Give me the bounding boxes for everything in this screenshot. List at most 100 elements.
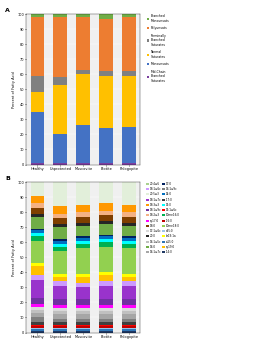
Bar [76,238,90,241]
Bar [122,76,136,127]
Bar [31,233,44,236]
Bar [76,312,90,314]
Bar [99,19,113,71]
Bar [76,283,90,287]
Bar [76,274,90,277]
Bar [99,331,113,332]
Bar [31,307,44,310]
Bar [99,281,113,286]
Bar [54,331,67,332]
Bar [99,275,113,281]
Bar [122,329,136,331]
Bar [122,244,136,248]
Bar [99,221,113,224]
Bar [76,163,90,164]
Bar [54,163,67,164]
Bar [54,319,67,322]
Bar [31,214,44,217]
Bar [122,274,136,277]
Bar [31,76,44,92]
Bar [122,314,136,319]
Bar [54,214,67,218]
Bar [31,203,44,208]
Bar [76,244,90,248]
Bar [122,217,136,223]
Bar [99,325,113,327]
Bar [99,328,113,329]
Bar [99,14,113,19]
Bar [31,14,44,17]
Bar [76,306,90,308]
Bar [31,266,44,275]
Bar [122,163,136,164]
Bar [99,329,113,331]
Bar [54,241,67,244]
Bar [99,174,113,177]
Bar [99,128,113,163]
Bar [31,327,44,328]
Bar [76,74,90,125]
Bar [54,206,67,213]
Bar [76,327,90,328]
Bar [76,226,90,236]
Bar [31,298,44,304]
Bar [54,327,67,328]
Legend: Branched
Monounsats, Polyunsats, Terminally
Branched
Saturates, Normal
Saturates: Branched Monounsats, Polyunsats, Termina… [147,14,169,83]
Bar [31,328,44,329]
Bar [31,304,44,307]
Bar [76,331,90,332]
Bar [122,212,136,217]
Bar [31,208,44,214]
Bar [99,242,113,247]
Text: B: B [5,176,10,181]
Bar [122,14,136,17]
Bar [31,325,44,327]
Bar [122,127,136,163]
Bar [54,286,67,299]
Bar [99,322,113,325]
Bar [76,125,90,163]
Bar [99,299,113,306]
Bar [31,217,44,229]
Bar [76,204,90,212]
Bar [54,329,67,331]
Bar [54,308,67,312]
Bar [122,204,136,212]
Bar [76,325,90,327]
Bar [31,310,44,313]
Bar [31,177,44,181]
Bar [54,277,67,281]
Bar [122,226,136,236]
Bar [122,312,136,314]
Bar [54,14,67,17]
Bar [122,17,136,71]
Bar [99,312,113,314]
Bar [31,17,44,76]
Bar [54,314,67,319]
Bar [99,327,113,328]
Bar [99,236,113,239]
Bar [99,71,113,76]
Bar [99,177,113,203]
Bar [31,263,44,266]
Bar [99,314,113,319]
Bar [122,328,136,329]
Bar [31,331,44,332]
Y-axis label: Percent of Fatty Acid: Percent of Fatty Acid [12,71,16,108]
Bar [76,223,90,226]
Bar [54,134,67,163]
Bar [31,230,44,233]
Bar [31,112,44,163]
Bar [31,329,44,331]
Bar [76,287,90,299]
Bar [31,313,44,317]
Bar [122,71,136,76]
Bar [122,325,136,327]
Bar [54,218,67,224]
Bar [76,328,90,329]
Bar [122,281,136,286]
Legend: 20:4ω6, 18:1ω6c, 20:5ω3, 18:1ω7c, 18:3ω3, 18:1ω9c, 18:2ω3, cy17:0, 18:0, 17:1ω6c: 20:4ω6, 18:1ω6c, 20:5ω3, 18:1ω7c, 18:3ω3… [146,182,179,254]
Bar [76,241,90,244]
Bar [122,236,136,238]
Bar [99,306,113,308]
